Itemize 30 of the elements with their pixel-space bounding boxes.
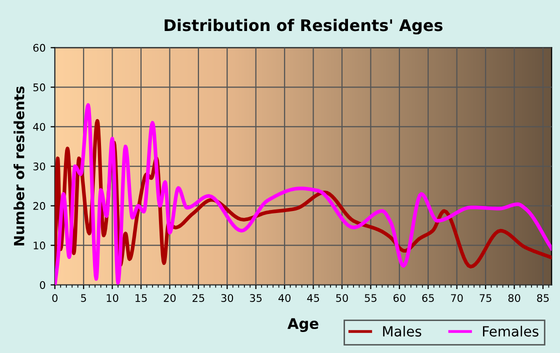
x-tick-label: 60 <box>394 294 406 302</box>
x-tick-label: 15 <box>136 294 147 302</box>
y-tick-label: 50 <box>33 83 46 92</box>
y-tick-label: 0 <box>40 281 46 289</box>
y-tick-label: 20 <box>33 202 46 210</box>
x-tick-label: 40 <box>278 294 291 302</box>
x-tick-label: 25 <box>192 294 204 302</box>
x-tick-label: 45 <box>307 294 320 302</box>
x-tick-label: 70 <box>451 294 463 302</box>
x-tick-label: 85 <box>537 294 549 302</box>
legend-label: Females <box>483 326 538 337</box>
chart-title: Distribution of Residents' Ages <box>164 18 442 34</box>
x-tick-label: 35 <box>250 294 262 302</box>
x-tick-label: 30 <box>221 294 234 302</box>
x-tick-label: 55 <box>364 294 376 302</box>
x-tick-label: 10 <box>106 294 118 302</box>
y-tick-label: 10 <box>34 242 46 250</box>
x-tick-label: 5 <box>81 294 86 302</box>
y-axis-title: Number of residents <box>14 86 24 246</box>
x-tick-label: 75 <box>480 294 492 302</box>
legend-label: Males <box>383 326 422 337</box>
y-tick-label: 40 <box>33 122 46 131</box>
y-tick-label: 30 <box>33 162 46 170</box>
x-tick-label: 50 <box>336 294 348 302</box>
x-tick-label: 80 <box>508 294 520 302</box>
x-axis-title: Age <box>288 318 318 332</box>
y-tick-label: 60 <box>33 44 46 52</box>
x-tick-label: 0 <box>52 294 58 302</box>
x-tick-label: 20 <box>164 294 176 302</box>
x-tick-label: 65 <box>422 294 434 302</box>
